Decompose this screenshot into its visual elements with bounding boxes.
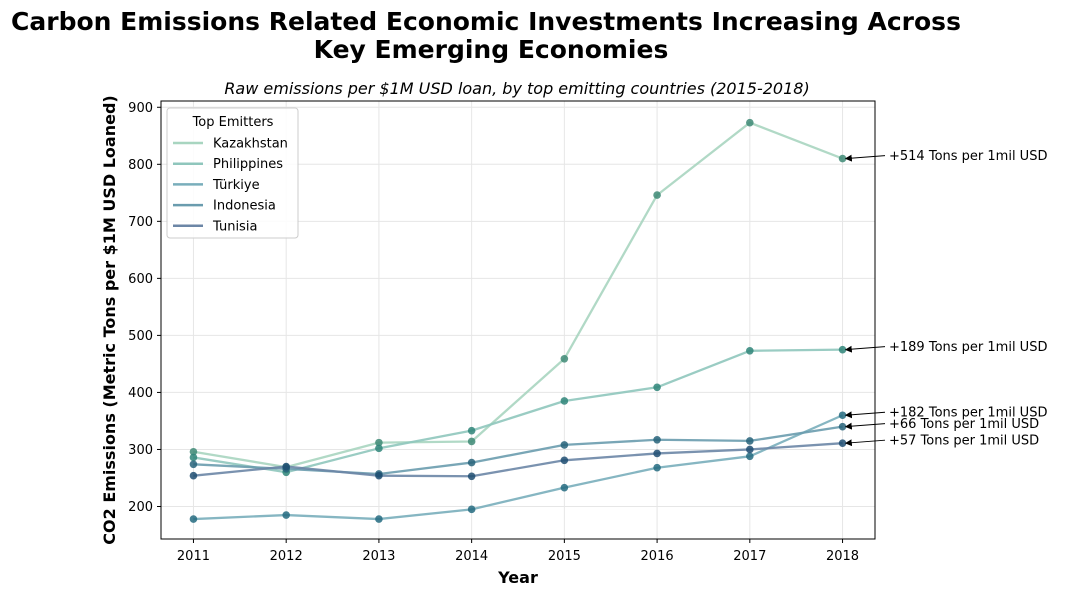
annotation-arrow (844, 411, 886, 419)
annotation-label: +189 Tons per 1mil USD (889, 340, 1047, 355)
x-axis-ticks: 2011 2012 2013 2014 2015 2016 2017 2018 (177, 539, 859, 564)
series-lines (193, 121, 844, 521)
chart-title-line-2: Key Emerging Economies (314, 35, 669, 64)
legend-label: Türkiye (212, 178, 260, 193)
data-point (375, 438, 383, 447)
data-point (467, 505, 476, 514)
series-line (193, 442, 843, 478)
data-point (746, 346, 754, 355)
data-point (838, 345, 847, 354)
x-tick-label: 2018 (826, 549, 859, 564)
legend: Top Emitters Kazakhstan Philippines Türkiy… (166, 107, 299, 239)
chart-subtitle: Raw emissions per $1M USD loan, by top e… (224, 79, 809, 98)
legend-label: Kazakhstan (213, 137, 288, 152)
data-point (560, 397, 569, 405)
y-tick-label: 200 (128, 500, 153, 515)
data-point (282, 462, 290, 471)
data-point (838, 154, 847, 163)
x-tick-label: 2017 (733, 549, 766, 564)
data-point (189, 460, 198, 469)
data-point (838, 439, 847, 447)
series-line (193, 414, 844, 521)
data-point (189, 453, 198, 462)
annotation-arrow (844, 422, 886, 430)
data-point (653, 449, 661, 458)
annotation-label: +182 Tons per 1mil USD (889, 406, 1047, 421)
data-point (467, 426, 476, 435)
data-point (746, 452, 754, 461)
x-tick-label: 2012 (270, 549, 303, 564)
series-points (189, 118, 847, 523)
series-line (193, 425, 843, 476)
legend-label: Philippines (213, 157, 283, 172)
data-point (375, 471, 383, 480)
y-tick-label: 800 (128, 158, 153, 173)
x-tick-label: 2014 (455, 549, 488, 564)
data-point (189, 471, 198, 480)
data-point (560, 483, 569, 492)
y-tick-label: 900 (128, 101, 153, 116)
y-tick-label: 600 (128, 272, 153, 287)
annotation-arrow (844, 439, 886, 447)
data-point (560, 456, 569, 465)
annotation-label: +57 Tons per 1mil USD (889, 434, 1039, 449)
data-point (375, 515, 383, 523)
legend-title: Top Emitters (192, 115, 274, 130)
data-point (746, 437, 754, 445)
data-point (467, 458, 476, 467)
data-point (746, 118, 754, 127)
x-tick-label: 2011 (177, 549, 210, 564)
x-tick-label: 2015 (548, 549, 581, 564)
y-axis-ticks: 200 300 400 500 600 700 800 900 (128, 101, 161, 515)
y-axis-label: CO2 Emissions (Metric Tons per $1M USD L… (100, 95, 119, 544)
data-point (838, 411, 847, 420)
data-point (746, 445, 754, 454)
data-point (467, 472, 476, 481)
legend-label: Indonesia (213, 199, 276, 214)
annotation-arrow (844, 154, 886, 162)
data-point (653, 191, 661, 199)
y-tick-label: 700 (128, 215, 153, 230)
data-point (653, 383, 661, 392)
annotation-label: +514 Tons per 1mil USD (889, 149, 1047, 164)
data-point (189, 515, 198, 523)
x-tick-label: 2013 (362, 549, 395, 564)
x-tick-label: 2016 (641, 549, 674, 564)
plot-frame (160, 100, 876, 540)
legend-items: Kazakhstan Philippines Türkiye Indonesia Tun… (173, 137, 288, 234)
chart-title: Carbon Emissions Related Economic Invest… (11, 7, 961, 64)
data-point (189, 447, 198, 456)
y-tick-label: 400 (128, 386, 153, 401)
data-point (838, 422, 847, 431)
annotation-label: +66 Tons per 1mil USD (889, 417, 1039, 432)
chart-title-line-1: Carbon Emissions Related Economic Invest… (11, 7, 961, 36)
series-line (193, 121, 843, 469)
data-point (282, 511, 290, 519)
data-point (467, 437, 476, 446)
legend-label: Tunisia (212, 219, 257, 234)
data-point (653, 435, 661, 444)
y-tick-label: 300 (128, 443, 153, 458)
y-tick-label: 500 (128, 329, 153, 344)
data-point (653, 463, 661, 472)
data-point (560, 354, 569, 363)
annotation-arrow (844, 345, 886, 353)
x-axis-label: Year (497, 568, 538, 587)
data-point (375, 444, 383, 453)
data-point (560, 441, 569, 449)
annotations: +514 Tons per 1mil USD +189 Tons per 1mil… (844, 149, 1047, 449)
